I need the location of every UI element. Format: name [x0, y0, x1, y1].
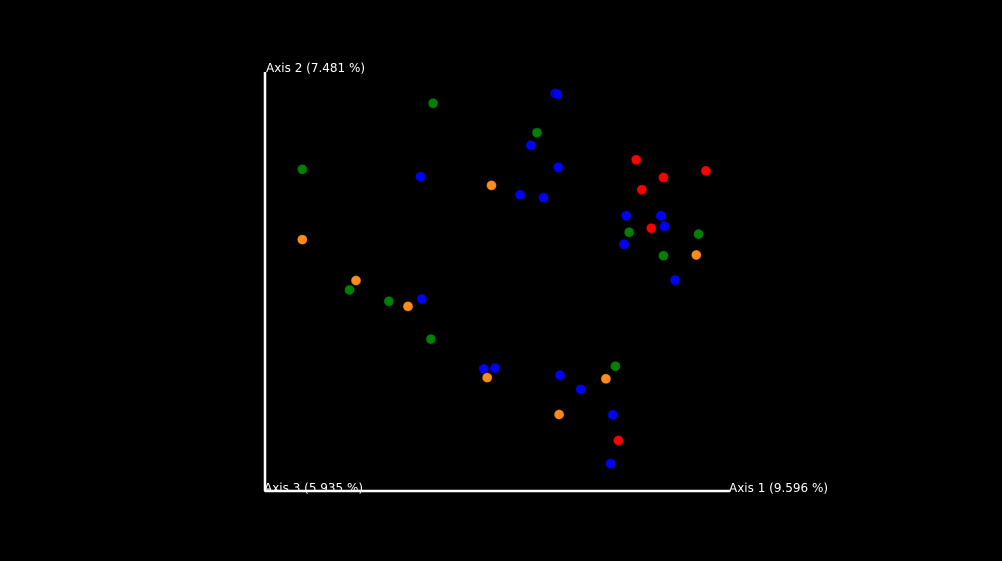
scatter-point	[425, 333, 437, 345]
scatter-point	[551, 88, 563, 100]
scatter-point	[478, 363, 490, 375]
scatter-point	[296, 163, 308, 175]
scatter-point	[657, 172, 669, 183]
x-axis-label: Axis 1 (9.596 %)	[729, 481, 828, 495]
scatter-point	[690, 249, 702, 261]
scatter-point	[383, 295, 395, 307]
scatter-point	[657, 250, 669, 262]
scatter-point	[645, 222, 657, 234]
scatter-point	[350, 275, 362, 286]
scatter-point	[481, 372, 493, 384]
y-axis-label: Axis 2 (7.481 %)	[266, 61, 365, 75]
scatter-point	[600, 373, 612, 385]
scatter-point	[612, 435, 624, 446]
scatter-point	[630, 154, 642, 166]
scatter-point	[693, 228, 704, 240]
scatter-point	[553, 409, 565, 420]
scatter-point	[514, 189, 526, 201]
scatter-point	[538, 192, 549, 204]
scatter-point	[415, 171, 426, 183]
scatter-point	[427, 97, 439, 109]
scatter-point	[618, 238, 630, 250]
scatter-point	[525, 139, 537, 151]
scatter-point	[620, 210, 632, 222]
scatter-point	[402, 300, 414, 312]
scatter-point	[609, 360, 621, 372]
scatter-point	[344, 284, 355, 296]
scatter-point	[658, 220, 670, 232]
scatter-point	[531, 127, 543, 139]
scatter-point	[623, 226, 635, 238]
scatter-point	[605, 458, 617, 470]
scatter-point	[655, 210, 667, 222]
scatter-point	[575, 383, 587, 395]
scatter-point	[489, 362, 501, 374]
scatter-point	[552, 161, 564, 173]
z-axis-label: Axis 3 (5.935 %)	[264, 481, 363, 495]
scatter-point	[700, 165, 712, 177]
scatter-point	[296, 234, 308, 246]
scatter-point	[636, 184, 648, 196]
scatter-point	[607, 409, 619, 421]
points-layer	[296, 87, 712, 470]
scatter-point	[669, 274, 681, 286]
scatter-point	[554, 369, 566, 381]
scatter-point	[416, 293, 428, 305]
scatter-point	[486, 179, 497, 191]
